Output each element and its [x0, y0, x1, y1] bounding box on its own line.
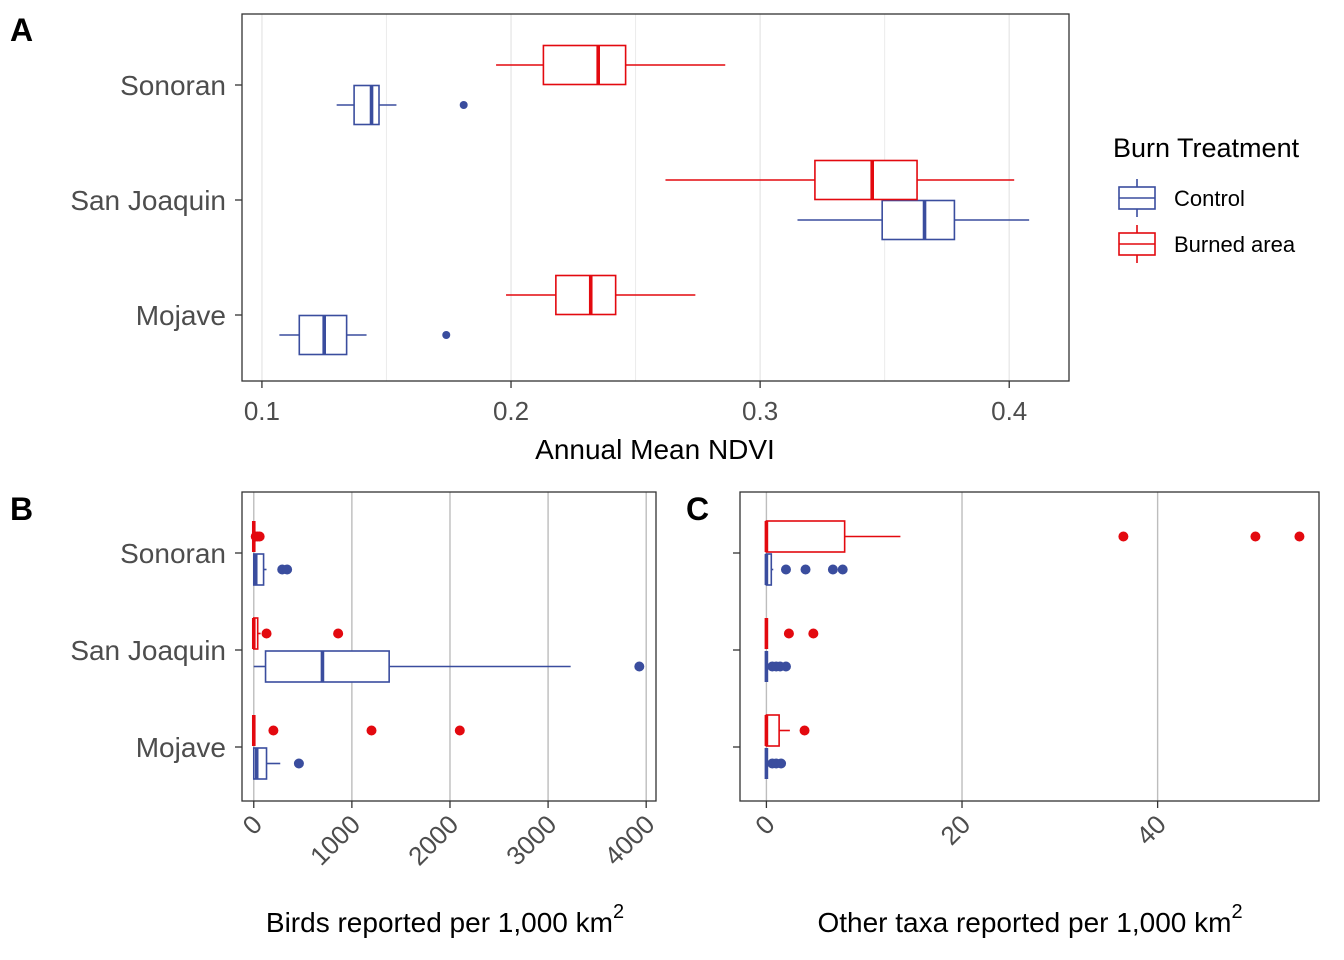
box-sonoran-burned-area: [496, 44, 726, 86]
outlier-point: [1118, 531, 1129, 542]
iqr-box: [264, 650, 390, 683]
outlier-point: [268, 725, 279, 736]
outlier-point: [634, 661, 645, 672]
outlier-point: [254, 531, 265, 542]
legend-label: Burned area: [1174, 232, 1296, 257]
outlier-point: [780, 564, 791, 575]
panel-letter-c: C: [686, 491, 709, 527]
panel-border: [739, 491, 1320, 802]
outlier-point: [1294, 531, 1305, 542]
box-sonoran-burned-area: [764, 520, 1305, 553]
iqr-box: [555, 274, 617, 316]
iqr-box: [765, 520, 846, 553]
box-mojave-burned-area: [251, 715, 465, 746]
outlier-point: [454, 725, 465, 736]
outlier-point: [808, 628, 819, 639]
outlier-point: [800, 564, 811, 575]
box-sonoran-control: [764, 553, 848, 586]
box-san-joaquin-burned-area: [665, 159, 1015, 201]
outlier-point: [282, 564, 293, 575]
box-sonoran-control: [252, 553, 293, 586]
outlier-point: [776, 758, 787, 769]
x-tick-label: 0: [749, 809, 780, 840]
x-axis-title: Other taxa reported per 1,000 km2: [817, 901, 1242, 938]
box-sonoran-control: [336, 84, 468, 126]
panel-letter-a: A: [10, 12, 33, 48]
box-mojave-control: [252, 747, 304, 780]
x-tick-label: 3000: [500, 809, 562, 871]
x-tick-label: 2000: [402, 809, 464, 871]
panel-b: B Sonoran San Joaquin Mojave 0 1000 2000 3000 40…: [10, 491, 660, 938]
box-san-joaquin-burned-area: [764, 618, 819, 649]
gridlines: [253, 492, 647, 801]
category-label: Mojave: [136, 300, 226, 331]
outlier-point: [333, 628, 344, 639]
category-label: San Joaquin: [70, 185, 226, 216]
panel-a: A Sonoran San Joaquin Mojave 0.1 0.2 0.3 0.4 Ann…: [10, 12, 1070, 465]
outlier-point: [783, 628, 794, 639]
x-axis-title-superscript: 2: [613, 901, 624, 923]
x-tick-label: 20: [935, 809, 977, 851]
box-sonoran-burned-area: [250, 521, 265, 552]
box-mojave-control: [279, 314, 451, 356]
iqr-box: [542, 44, 627, 86]
outlier-point: [442, 331, 451, 339]
iqr-box: [353, 84, 380, 126]
legend-title: Burn Treatment: [1113, 133, 1300, 163]
x-tick-label: 1000: [304, 809, 366, 871]
x-tick-label: 0.3: [742, 396, 778, 426]
outlier-point: [293, 758, 304, 769]
iqr-box: [814, 159, 918, 201]
iqr-box: [252, 553, 265, 586]
iqr-box: [881, 199, 956, 241]
category-label: Mojave: [136, 732, 226, 763]
outlier-point: [837, 564, 848, 575]
category-label: Sonoran: [120, 70, 226, 101]
x-tick-label: 0.1: [244, 396, 280, 426]
x-tick-label: 0.4: [991, 396, 1027, 426]
outlier-point: [459, 101, 468, 109]
box-san-joaquin-control: [764, 651, 791, 682]
category-label: Sonoran: [120, 538, 226, 569]
panel-border: [241, 13, 1070, 382]
legend: Burn Treatment Control Burned area: [1113, 133, 1300, 263]
panel-border: [241, 491, 657, 802]
category-label: San Joaquin: [70, 635, 226, 666]
legend-item-control: Control: [1118, 179, 1245, 217]
box-san-joaquin-control: [797, 199, 1030, 241]
outlier-point: [366, 725, 377, 736]
x-axis-title: Annual Mean NDVI: [535, 434, 775, 465]
x-tick-label: 0: [237, 809, 268, 840]
x-tick-label: 40: [1130, 809, 1172, 851]
x-tick-label: 0.2: [493, 396, 529, 426]
outlier-point: [799, 725, 810, 736]
outlier-point: [261, 628, 272, 639]
box-san-joaquin-control: [253, 650, 645, 683]
box-mojave-burned-area: [506, 274, 696, 316]
outlier-point: [827, 564, 838, 575]
box-mojave-control: [764, 748, 787, 779]
panel-c: C 0 20 40 Other taxa reported per 1,000 km2: [686, 491, 1320, 938]
x-axis-title-superscript: 2: [1231, 901, 1242, 923]
outlier-point: [780, 661, 791, 672]
x-axis-title: Birds reported per 1,000 km2: [266, 901, 624, 938]
box-mojave-burned-area: [764, 714, 810, 747]
x-tick-label: 4000: [598, 809, 660, 871]
outlier-point: [1250, 531, 1261, 542]
legend-label: Control: [1174, 186, 1245, 211]
iqr-box: [765, 714, 780, 747]
box-san-joaquin-burned-area: [251, 617, 344, 650]
panel-letter-b: B: [10, 491, 33, 527]
legend-item-burned-area: Burned area: [1118, 225, 1296, 263]
